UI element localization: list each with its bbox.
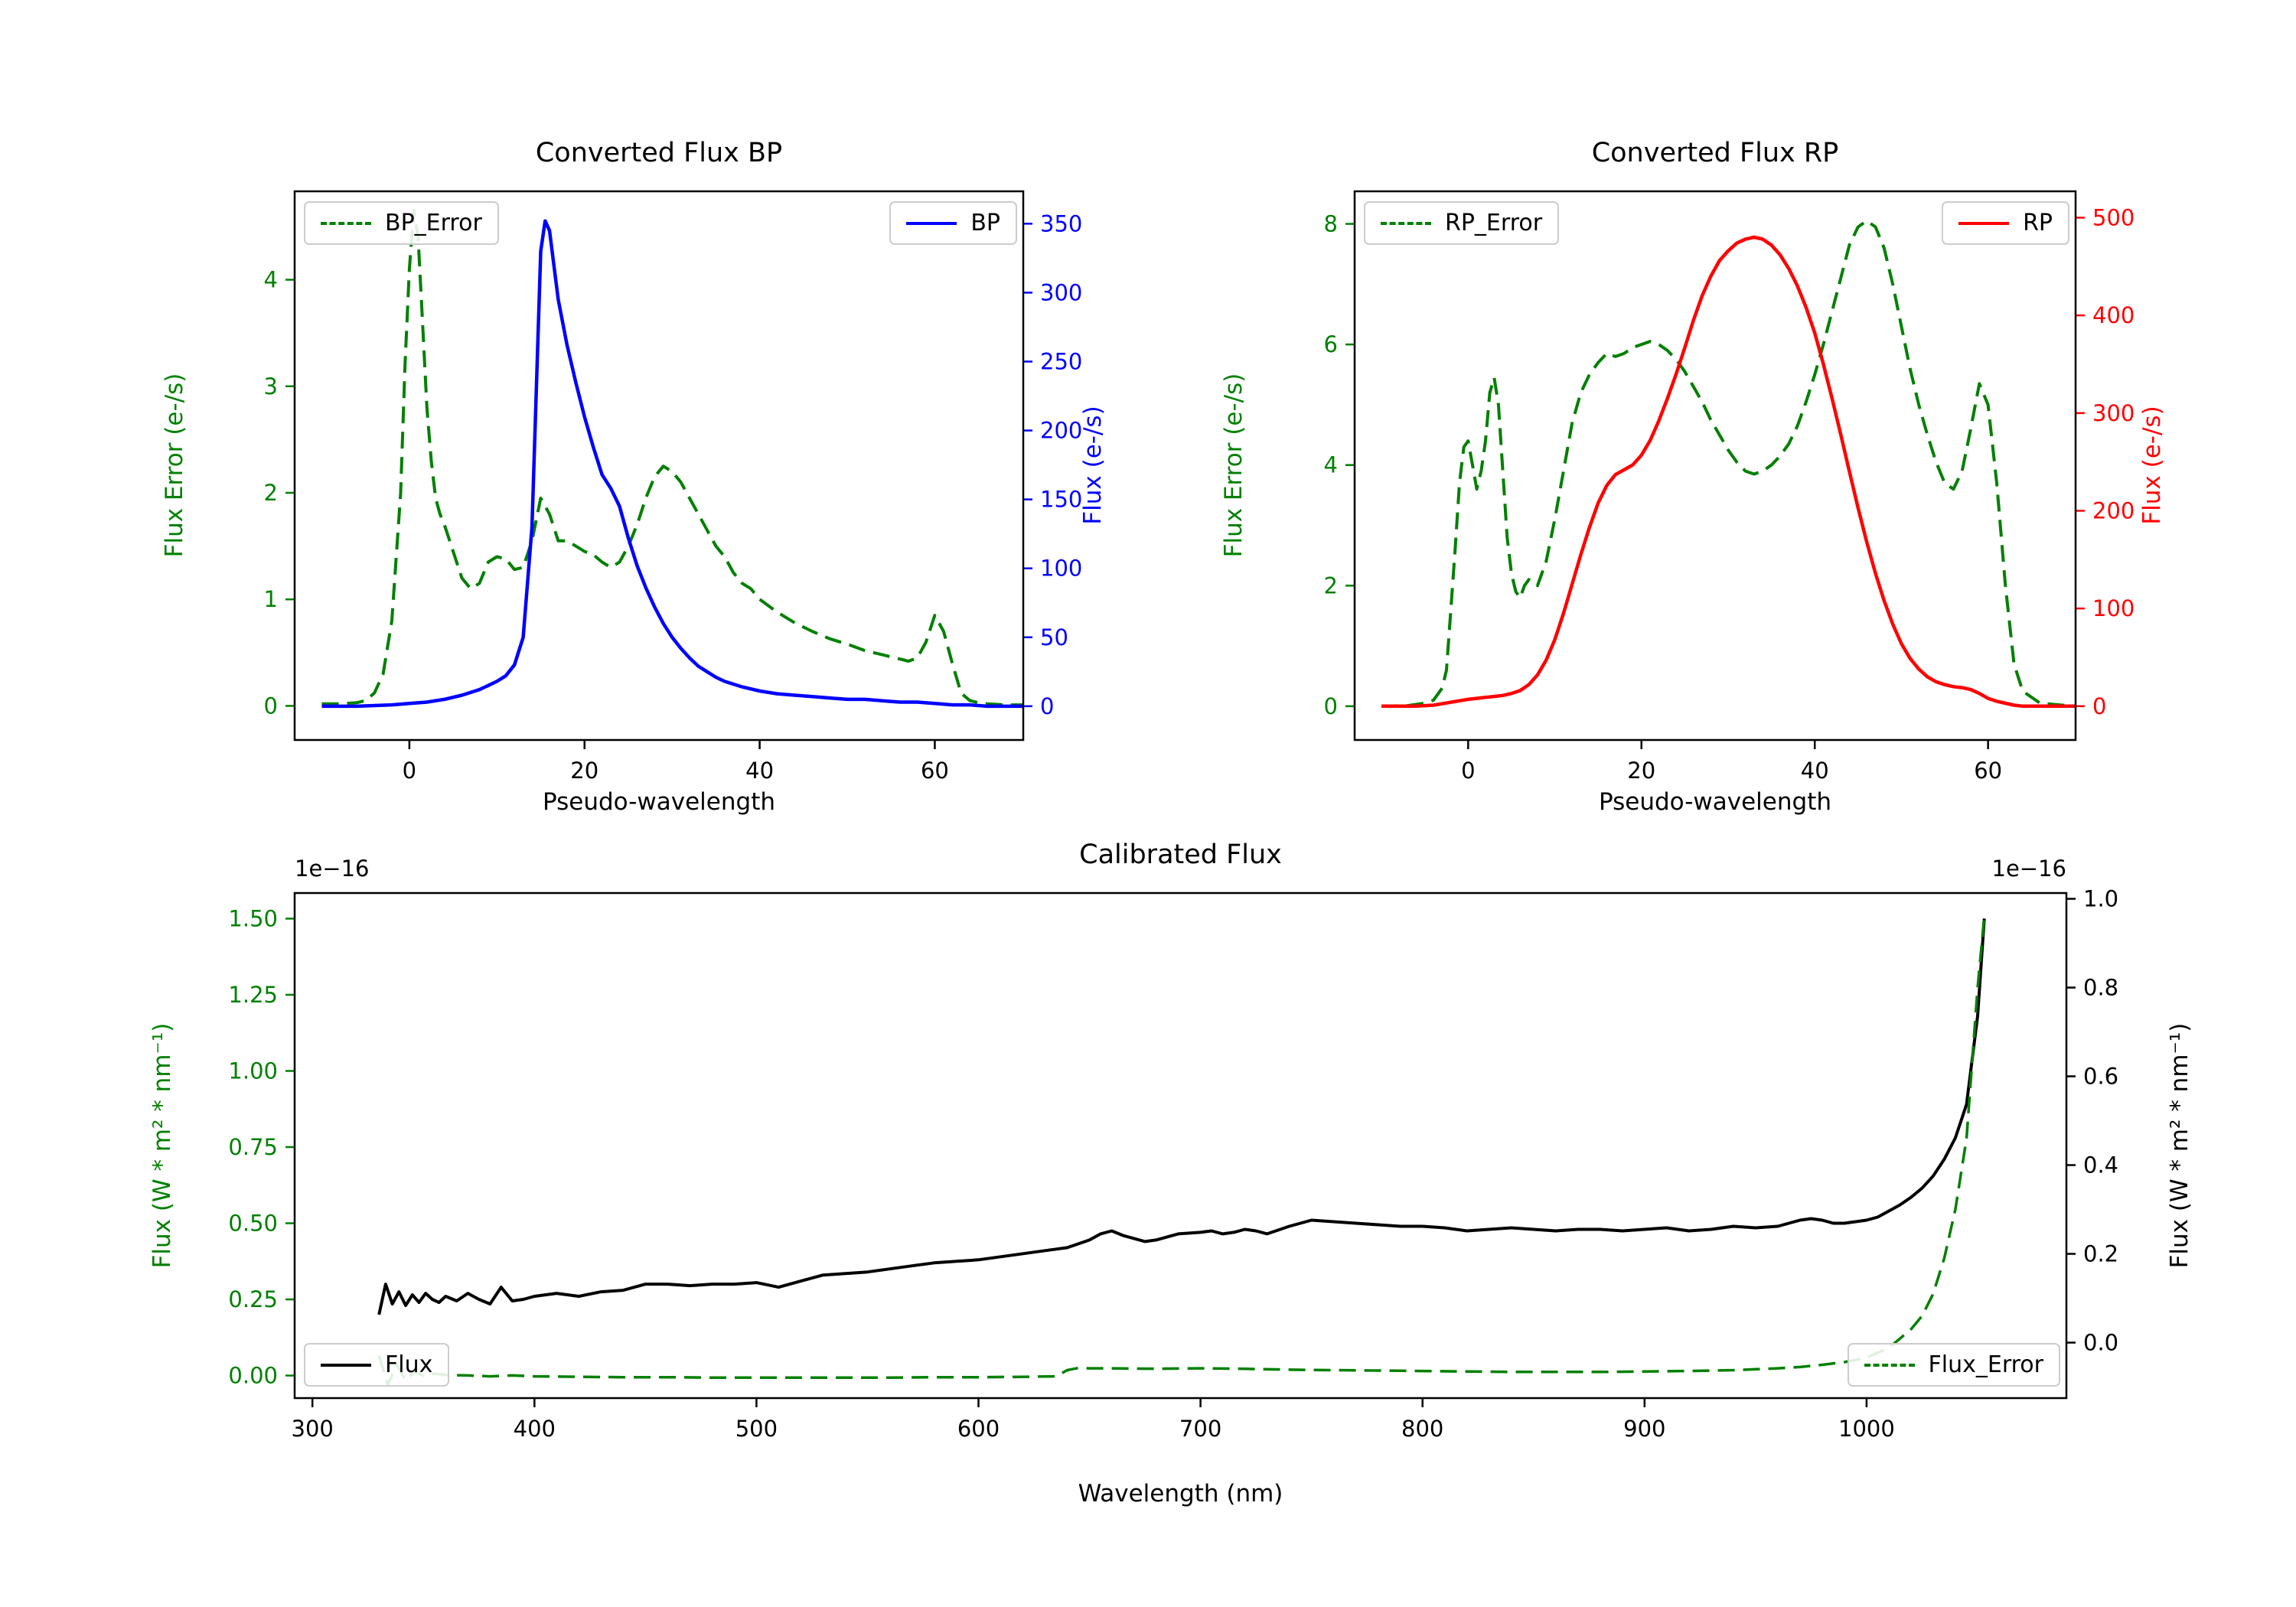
bp-right-yaxis-label: Flux (e-/s) xyxy=(1079,406,1107,525)
cal-right-ytick-label: 1.0 xyxy=(2083,886,2118,912)
cal-xtick-label: 600 xyxy=(957,1416,1000,1442)
cal-left-ytick-label: 1.50 xyxy=(228,905,278,931)
rp-right-ytick-label: 400 xyxy=(2092,302,2135,328)
bp-left-ytick-label: 1 xyxy=(264,586,278,612)
calibrated-right-offset-text: 1e−16 xyxy=(1991,856,2067,882)
rp-legend: RP xyxy=(1942,201,2069,245)
cal-left-ytick-label: 0.00 xyxy=(228,1363,278,1389)
bp-chart-title: Converted Flux BP xyxy=(535,138,783,168)
rp-xtick-label: 20 xyxy=(1627,758,1655,784)
rp-legend-line xyxy=(1958,221,2010,225)
cal-right-ytick-label: 0.4 xyxy=(2083,1152,2118,1178)
cal-xtick-label: 400 xyxy=(514,1416,556,1442)
rp-legend-label: RP xyxy=(2023,210,2053,236)
cal-right-ytick-label: 0.8 xyxy=(2083,975,2118,1001)
bp-line xyxy=(321,219,1022,709)
cal-right-ytick-label: 0.6 xyxy=(2083,1064,2118,1090)
flux-legend-line xyxy=(321,1363,371,1367)
cal-xtick-label: 800 xyxy=(1401,1416,1443,1442)
rp-left-ytick-label: 0 xyxy=(1324,693,1338,719)
bp-axes-frame xyxy=(293,190,1025,742)
rp-xaxis-label: Pseudo-wavelength xyxy=(1598,788,1831,816)
calibrated-xaxis-label: Wavelength (nm) xyxy=(1078,1480,1283,1508)
calibrated-left-offset-text: 1e−16 xyxy=(295,856,370,882)
bp-right-ytick-label: 350 xyxy=(1040,210,1082,236)
bp-right-ytick-label: 100 xyxy=(1040,556,1082,582)
calibrated-chart-title: Calibrated Flux xyxy=(1079,839,1282,870)
rp-left-ytick-label: 2 xyxy=(1324,572,1338,598)
rp-xtick-label: 60 xyxy=(1974,758,2002,784)
rp-error-legend-line xyxy=(1381,221,1431,225)
cal-left-ytick-label: 0.75 xyxy=(228,1134,278,1160)
bp-error-legend-line xyxy=(321,221,371,225)
bp-xtick-label: 0 xyxy=(403,758,416,784)
bp-left-ytick-label: 3 xyxy=(264,373,278,399)
bp-right-ytick-label: 300 xyxy=(1040,279,1082,305)
cal-left-ytick-label: 1.25 xyxy=(228,982,278,1008)
flux-error-legend-line xyxy=(1864,1363,1915,1367)
bp-left-yaxis-label: Flux Error (e-/s) xyxy=(161,373,188,558)
bp-left-ytick-label: 2 xyxy=(264,480,278,506)
cal-right-ytick-label: 0.0 xyxy=(2083,1330,2118,1356)
rp-right-ytick-label: 100 xyxy=(2092,595,2135,621)
cal-left-ytick-label: 1.00 xyxy=(228,1058,278,1084)
rp-chart-title: Converted Flux RP xyxy=(1591,138,1839,168)
bp-legend: BP xyxy=(889,201,1017,245)
bp-xaxis-label: Pseudo-wavelength xyxy=(542,788,775,816)
rp-right-ytick-label: 0 xyxy=(2092,693,2106,719)
cal-axes-frame xyxy=(293,892,2068,1400)
bp-error-legend: BP_Error xyxy=(304,201,499,245)
bp-right-ytick-label: 250 xyxy=(1040,348,1082,374)
bp-legend-line xyxy=(906,221,957,225)
flux-legend: Flux xyxy=(304,1343,450,1387)
flux-error-legend: Flux_Error xyxy=(1847,1343,2060,1387)
cal-left-ytick-label: 0.25 xyxy=(228,1286,278,1312)
rp-error-legend: RP_Error xyxy=(1364,201,1560,245)
cal-xtick-label: 1000 xyxy=(1838,1416,1895,1442)
rp-error-line xyxy=(1381,219,2076,708)
bp-right-ytick-label: 200 xyxy=(1040,418,1082,444)
bp-left-ytick-label: 4 xyxy=(264,267,278,293)
rp-xtick-label: 0 xyxy=(1461,758,1475,784)
bp-right-ytick-label: 50 xyxy=(1040,624,1068,650)
rp-left-yaxis-label: Flux Error (e-/s) xyxy=(1220,373,1247,558)
cal-xtick-label: 300 xyxy=(292,1416,334,1442)
cal-xtick-label: 700 xyxy=(1179,1416,1221,1442)
rp-left-ytick-label: 8 xyxy=(1324,211,1338,237)
rp-error-legend-label: RP_Error xyxy=(1445,210,1543,236)
calibrated-left-yaxis-label: Flux (W * m² * nm⁻¹) xyxy=(148,1022,176,1269)
flux-line xyxy=(377,918,1986,1315)
bp-right-ytick-label: 0 xyxy=(1040,693,1054,719)
rp-right-ytick-label: 200 xyxy=(2092,497,2135,523)
bp-xtick-label: 40 xyxy=(745,758,774,784)
bp-left-ytick-label: 0 xyxy=(264,693,278,719)
rp-axes-frame xyxy=(1353,190,2077,742)
rp-xtick-label: 40 xyxy=(1801,758,1829,784)
flux-legend-label: Flux xyxy=(385,1351,433,1378)
bp-error-line xyxy=(321,209,1022,707)
cal-xtick-label: 900 xyxy=(1623,1416,1665,1442)
rp-right-ytick-label: 500 xyxy=(2092,204,2135,230)
bp-xtick-label: 60 xyxy=(921,758,949,784)
flux-error-legend-label: Flux_Error xyxy=(1928,1351,2043,1378)
bp-error-legend-label: BP_Error xyxy=(385,210,482,236)
rp-left-ytick-label: 4 xyxy=(1324,452,1338,478)
rp-right-ytick-label: 300 xyxy=(2092,400,2135,426)
rp-line xyxy=(1381,235,2075,709)
cal-left-ytick-label: 0.50 xyxy=(228,1211,278,1237)
calibrated-right-yaxis-label: Flux (W * m² * nm⁻¹) xyxy=(2166,1022,2193,1269)
bp-right-ytick-label: 150 xyxy=(1040,487,1082,513)
bp-xtick-label: 20 xyxy=(570,758,598,784)
flux-error-line xyxy=(377,916,1986,1387)
cal-xtick-label: 500 xyxy=(735,1416,778,1442)
cal-right-ytick-label: 0.2 xyxy=(2083,1241,2118,1267)
rp-left-ytick-label: 6 xyxy=(1324,331,1338,357)
rp-right-yaxis-label: Flux (e-/s) xyxy=(2138,406,2166,525)
bp-legend-label: BP xyxy=(970,210,1000,236)
